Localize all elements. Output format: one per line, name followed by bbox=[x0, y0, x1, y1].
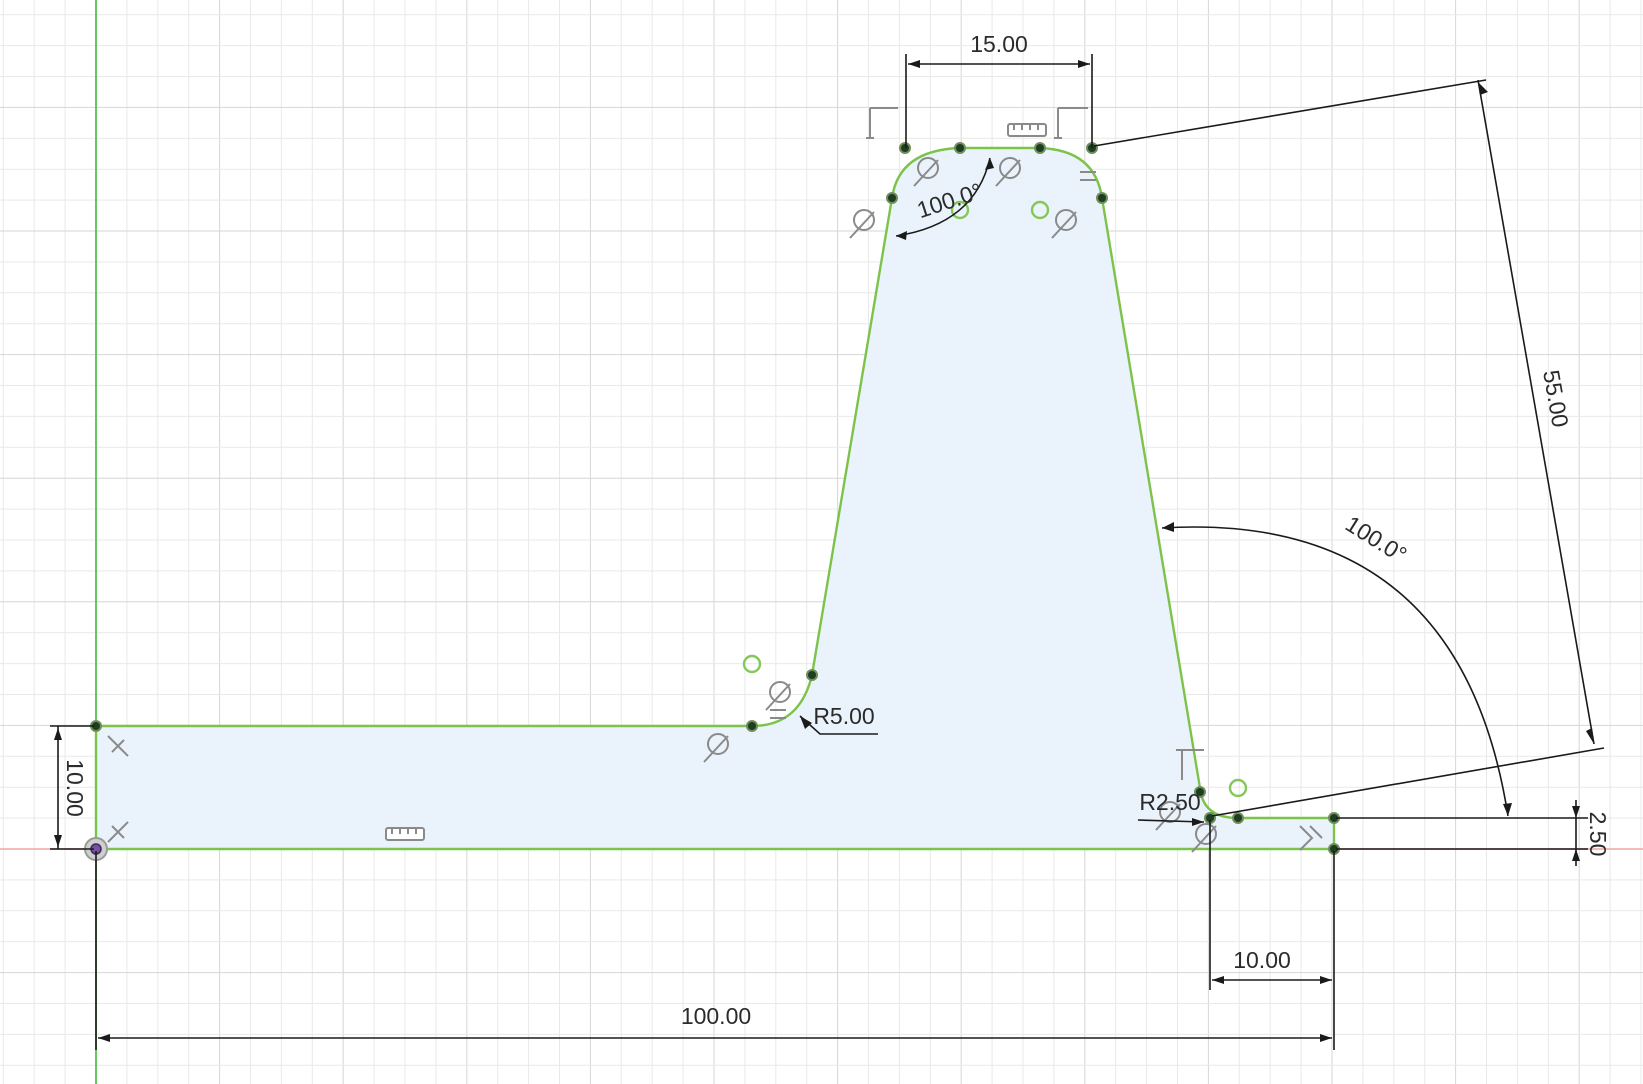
vertical-constraint-icon[interactable] bbox=[866, 107, 898, 139]
horizontal-constraint-icon[interactable] bbox=[107, 821, 129, 843]
dimension-lines bbox=[50, 54, 1605, 1050]
sketch-point[interactable] bbox=[1194, 786, 1206, 798]
vertical-constraint-icon[interactable] bbox=[1054, 107, 1088, 139]
sketch-point[interactable] bbox=[1096, 192, 1108, 204]
vertical-constraint-icon[interactable] bbox=[1176, 749, 1204, 780]
tangent-constraint-icon[interactable] bbox=[765, 681, 791, 711]
dimension-fillet-left[interactable]: R5.00 bbox=[813, 703, 874, 729]
dimension-total-width[interactable]: 100.00 bbox=[681, 1003, 751, 1029]
fillet-center-point[interactable] bbox=[1030, 200, 1050, 220]
fillet-center-point[interactable] bbox=[950, 200, 970, 220]
dimension-top-width[interactable]: 15.00 bbox=[970, 31, 1028, 57]
perpendicular-constraint-icon[interactable] bbox=[1299, 825, 1323, 851]
dimension-fillet-right[interactable]: R2.50 bbox=[1139, 789, 1200, 815]
sketch-point[interactable] bbox=[1034, 142, 1046, 154]
parallel-constraint-icon[interactable] bbox=[385, 827, 425, 841]
sketch-point[interactable] bbox=[954, 142, 966, 154]
sketch-point[interactable] bbox=[746, 720, 758, 732]
fillet-center-point[interactable] bbox=[1228, 778, 1248, 798]
sketch-point[interactable] bbox=[1232, 812, 1244, 824]
dimension-labels: 15.00 100.0° 55.00 100.0° R5.00 R2.50 10… bbox=[62, 31, 1611, 1029]
perpendicular-constraint-icon[interactable] bbox=[770, 709, 786, 719]
tangent-constraint-icon[interactable] bbox=[703, 733, 729, 763]
tangent-constraint-icon[interactable] bbox=[995, 157, 1021, 187]
tangent-constraint-icon[interactable] bbox=[1155, 801, 1181, 831]
perpendicular-constraint-icon[interactable] bbox=[1080, 171, 1096, 181]
dimension-right-step-width[interactable]: 10.00 bbox=[1233, 947, 1291, 973]
fillet-center-point[interactable] bbox=[742, 654, 762, 674]
dimension-right-step-height[interactable]: 2.50 bbox=[1585, 812, 1611, 857]
tangent-constraint-icon[interactable] bbox=[1191, 823, 1217, 853]
dimension-base-height[interactable]: 10.00 bbox=[62, 759, 88, 817]
sketch-point[interactable] bbox=[899, 142, 911, 154]
parallel-constraint-icon[interactable] bbox=[1007, 123, 1047, 137]
sketch-point[interactable] bbox=[886, 192, 898, 204]
sketch-point[interactable] bbox=[806, 669, 818, 681]
horizontal-constraint-icon[interactable] bbox=[107, 735, 129, 757]
tangent-constraint-icon[interactable] bbox=[1051, 209, 1077, 239]
tangent-constraint-icon[interactable] bbox=[913, 157, 939, 187]
tangent-constraint-icon[interactable] bbox=[849, 209, 875, 239]
constraint-glyphs bbox=[107, 107, 1323, 853]
